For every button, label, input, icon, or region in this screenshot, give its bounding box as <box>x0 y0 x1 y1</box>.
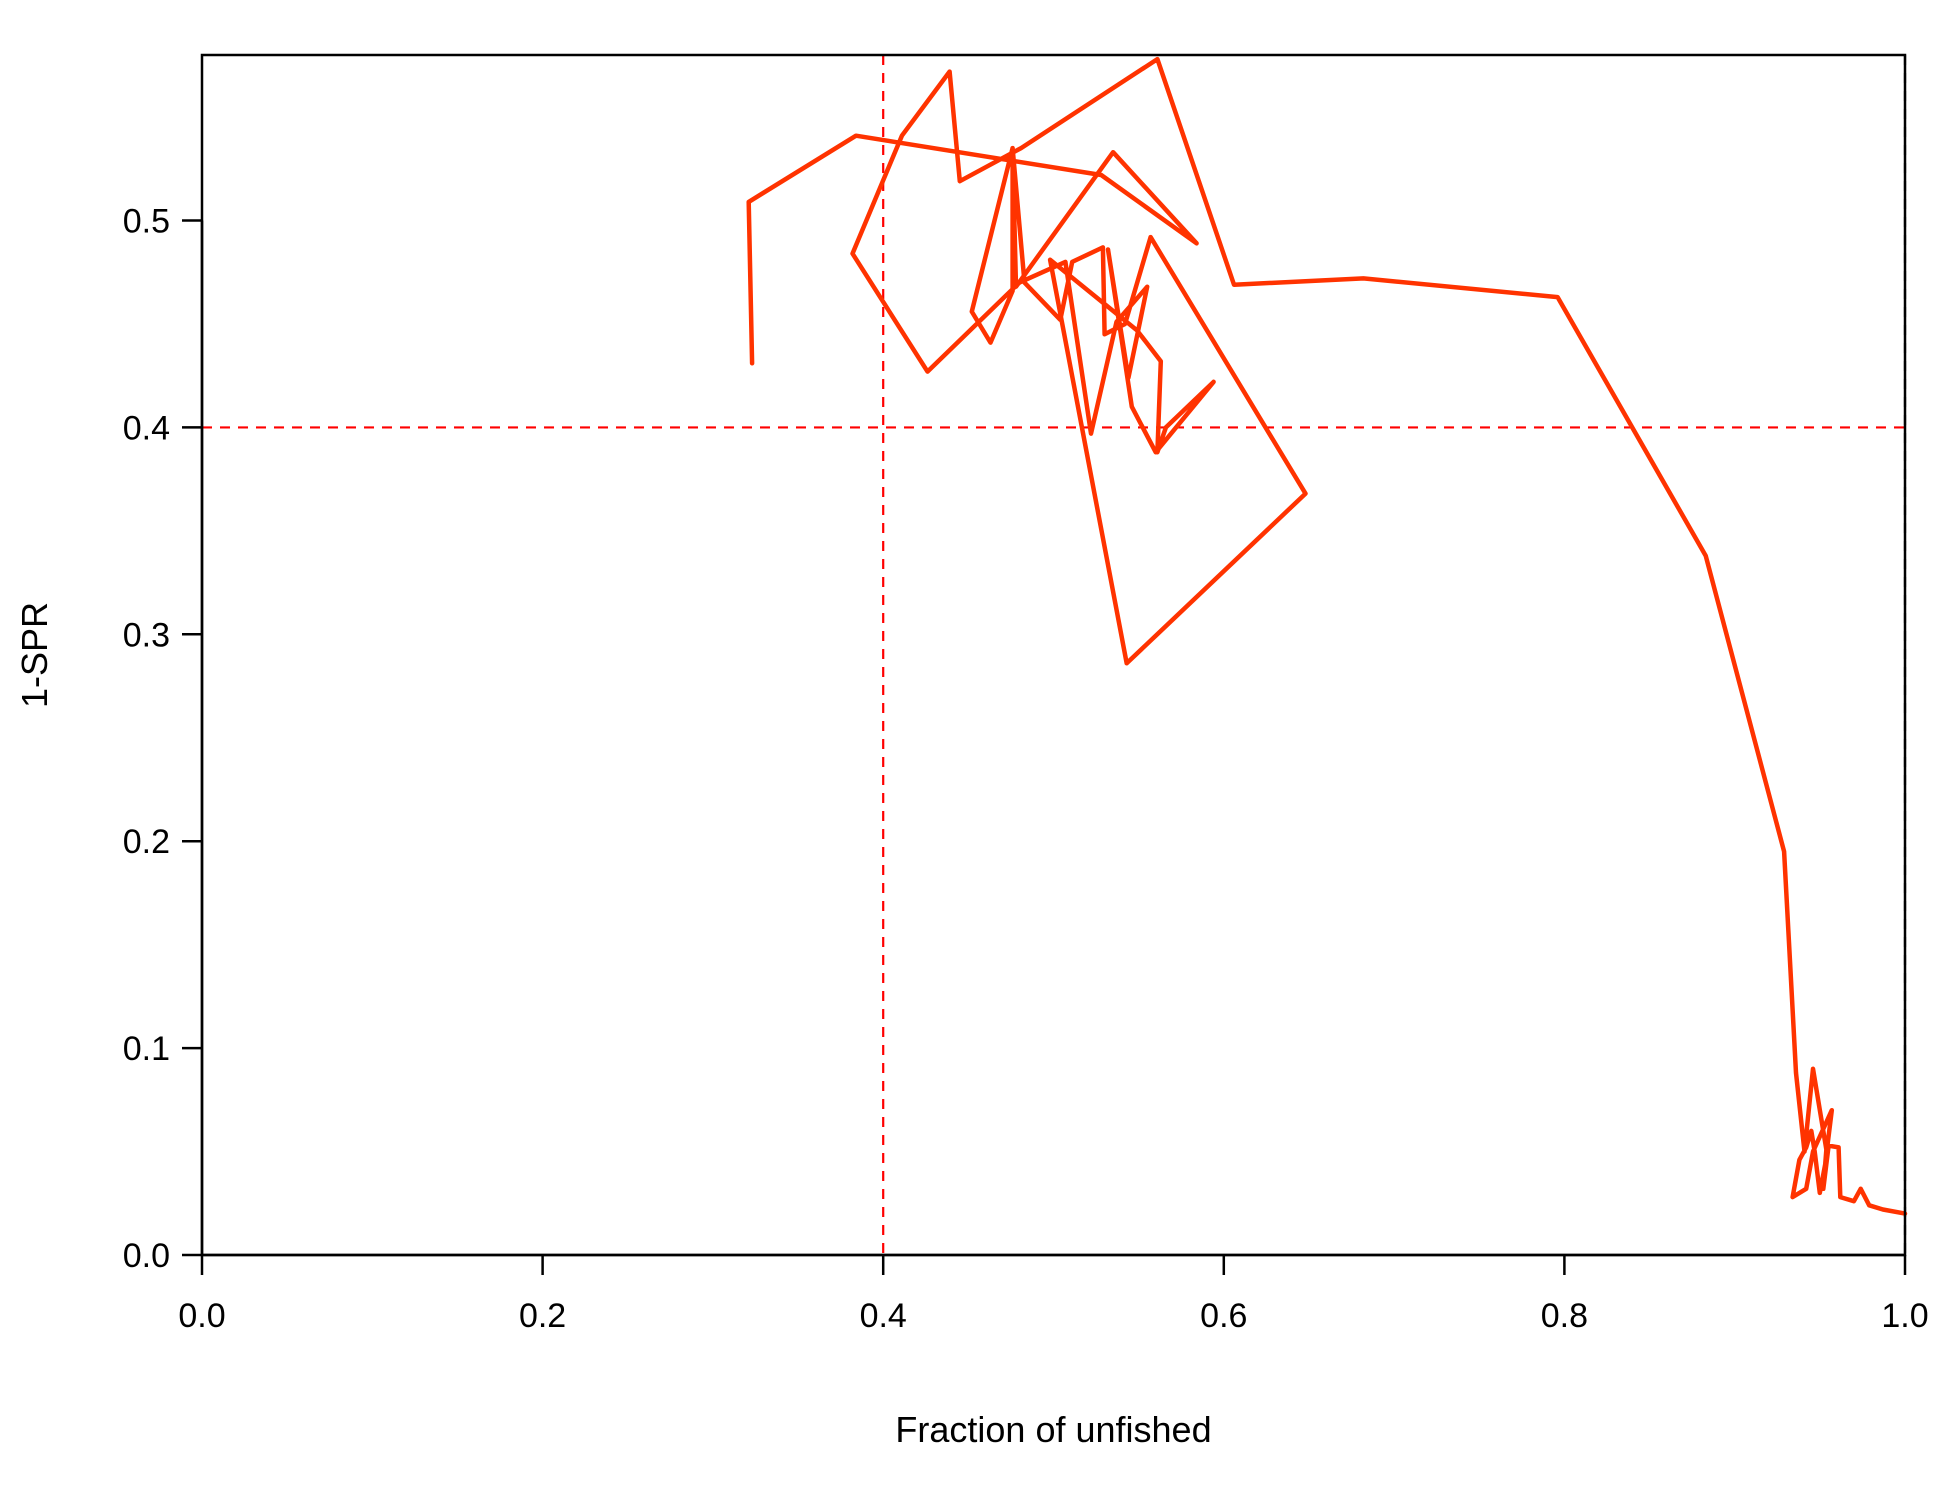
x-tick-label: 0.6 <box>1200 1297 1247 1335</box>
x-axis: 0.0 0.2 0.4 0.6 0.8 1.0 <box>178 1253 1929 1335</box>
y-tick-label: 0.5 <box>123 203 170 241</box>
y-tick-label: 0.4 <box>123 409 170 447</box>
y-tick-label: 0.1 <box>123 1030 170 1068</box>
series-layer <box>746 56 1908 1216</box>
series-line <box>746 56 1908 1216</box>
y-tick-label: 0.3 <box>123 616 170 654</box>
x-tick-label: 0.2 <box>519 1297 566 1335</box>
x-tick-label: 0.0 <box>178 1297 225 1335</box>
y-tick-label: 0.0 <box>123 1237 170 1275</box>
y-axis-title: 1-SPR <box>14 602 55 708</box>
x-tick-label: 0.8 <box>1541 1297 1588 1335</box>
y-axis: 0.0 0.1 0.2 0.3 0.4 0.5 <box>123 203 204 1275</box>
y-tick-label: 0.2 <box>123 823 170 861</box>
x-tick-label: 0.4 <box>860 1297 907 1335</box>
x-tick-label: 1.0 <box>1881 1297 1928 1335</box>
x-axis-title: Fraction of unfished <box>895 1409 1211 1450</box>
